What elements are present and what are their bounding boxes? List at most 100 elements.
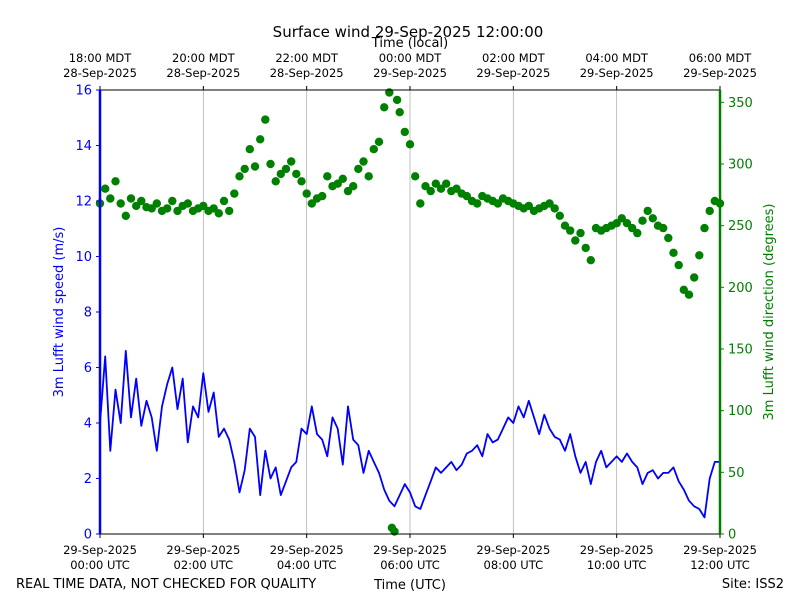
direction-point [256, 135, 265, 144]
bottom-tick-time: 02:00 UTC [174, 558, 234, 572]
direction-point [219, 196, 229, 206]
direction-point [405, 140, 415, 149]
direction-point [173, 206, 182, 216]
direction-point [245, 145, 254, 154]
direction-point [214, 209, 223, 218]
right-axis-label: 3m Lufft wind direction (degrees) [762, 204, 777, 421]
direction-point [297, 177, 306, 186]
direction-point [106, 194, 115, 203]
direction-point [690, 273, 699, 282]
direction-point [695, 251, 704, 260]
site-label: Site: ISS2 [722, 577, 784, 592]
right-tick-label: 0 [728, 528, 736, 543]
top-tick-date: 28-Sep-2025 [270, 66, 344, 80]
top-tick-time: 02:00 MDT [482, 51, 546, 65]
bottom-axis-label: Time (UTC) [373, 578, 446, 593]
direction-point [659, 223, 668, 233]
direction-point [586, 256, 595, 265]
direction-point [364, 172, 373, 181]
left-tick-label: 4 [84, 417, 92, 432]
left-axis-label: 3m Lufft wind speed (m/s) [52, 227, 67, 398]
direction-point [669, 248, 678, 257]
direction-point [411, 172, 420, 181]
direction-point [395, 108, 404, 117]
bottom-tick-time: 10:00 UTC [587, 558, 647, 572]
direction-point [664, 233, 673, 243]
right-tick-label: 100 [728, 404, 753, 419]
top-tick-time: 20:00 MDT [172, 51, 236, 65]
left-tick-label: 0 [84, 528, 92, 543]
bottom-tick-date: 29-Sep-2025 [63, 543, 137, 557]
direction-point [307, 199, 316, 208]
direction-point [566, 226, 575, 235]
direction-point [416, 199, 425, 208]
top-tick-time: 00:00 MDT [379, 51, 443, 65]
direction-point [571, 236, 580, 245]
direction-point [111, 177, 120, 186]
left-tick-label: 6 [84, 361, 92, 376]
direction-point [287, 157, 296, 166]
direction-point [349, 182, 358, 191]
bottom-tick-date: 29-Sep-2025 [373, 543, 447, 557]
direction-point [555, 211, 564, 220]
left-tick-label: 16 [75, 84, 92, 99]
direction-point [152, 199, 161, 208]
chart-title: Surface wind 29-Sep-2025 12:00:00 [273, 23, 544, 41]
direction-point [392, 95, 402, 105]
direction-point [183, 199, 192, 208]
direction-point [633, 228, 642, 238]
direction-point [700, 223, 709, 233]
direction-point [648, 214, 657, 223]
right-tick-label: 200 [728, 281, 753, 296]
direction-point [271, 177, 280, 186]
bottom-tick-time: 08:00 UTC [484, 558, 544, 572]
top-tick-time: 06:00 MDT [689, 51, 753, 65]
direction-point [380, 103, 389, 112]
quality-disclaimer: REAL TIME DATA, NOT CHECKED FOR QUALITY [16, 577, 316, 592]
top-tick-date: 29-Sep-2025 [580, 66, 654, 80]
left-axis-ticks: 0 2 4 6 8 10 12 14 16 [75, 84, 100, 543]
direction-point [436, 184, 446, 193]
direction-point [250, 162, 260, 171]
bottom-tick-time: 12:00 UTC [690, 558, 750, 572]
left-tick-label: 8 [84, 306, 92, 321]
direction-point [524, 201, 533, 211]
direction-point [442, 179, 451, 188]
direction-point [359, 157, 368, 166]
direction-point [338, 174, 347, 183]
bottom-tick-date: 29-Sep-2025 [270, 543, 344, 557]
speed-line [99, 349, 720, 519]
direction-point [576, 228, 585, 238]
left-tick-label: 14 [75, 139, 92, 154]
direction-point [230, 189, 239, 198]
direction-point [266, 159, 275, 169]
direction-point [684, 290, 694, 299]
top-tick-date: 28-Sep-2025 [63, 66, 137, 80]
bottom-tick-date: 29-Sep-2025 [683, 543, 757, 557]
direction-point [643, 206, 652, 216]
bottom-tick-date: 29-Sep-2025 [580, 543, 654, 557]
direction-point [126, 194, 136, 203]
direction-point [323, 172, 332, 181]
top-tick-time: 04:00 MDT [585, 51, 649, 65]
direction-point [473, 199, 482, 208]
bottom-tick-date: 29-Sep-2025 [166, 543, 240, 557]
direction-point [374, 137, 384, 146]
direction-point [354, 164, 363, 174]
top-tick-date: 29-Sep-2025 [476, 66, 550, 80]
direction-point [431, 179, 440, 188]
top-tick-date: 29-Sep-2025 [683, 66, 757, 80]
direction-point [426, 186, 435, 196]
direction-point [281, 164, 291, 174]
direction-point [121, 211, 130, 220]
top-tick-date: 29-Sep-2025 [373, 66, 447, 80]
right-tick-label: 350 [728, 96, 753, 111]
top-axis-label: Time (local) [371, 36, 448, 51]
direction-series [95, 88, 725, 536]
direction-point [163, 204, 172, 213]
direction-point [302, 189, 311, 198]
direction-point [116, 199, 125, 208]
